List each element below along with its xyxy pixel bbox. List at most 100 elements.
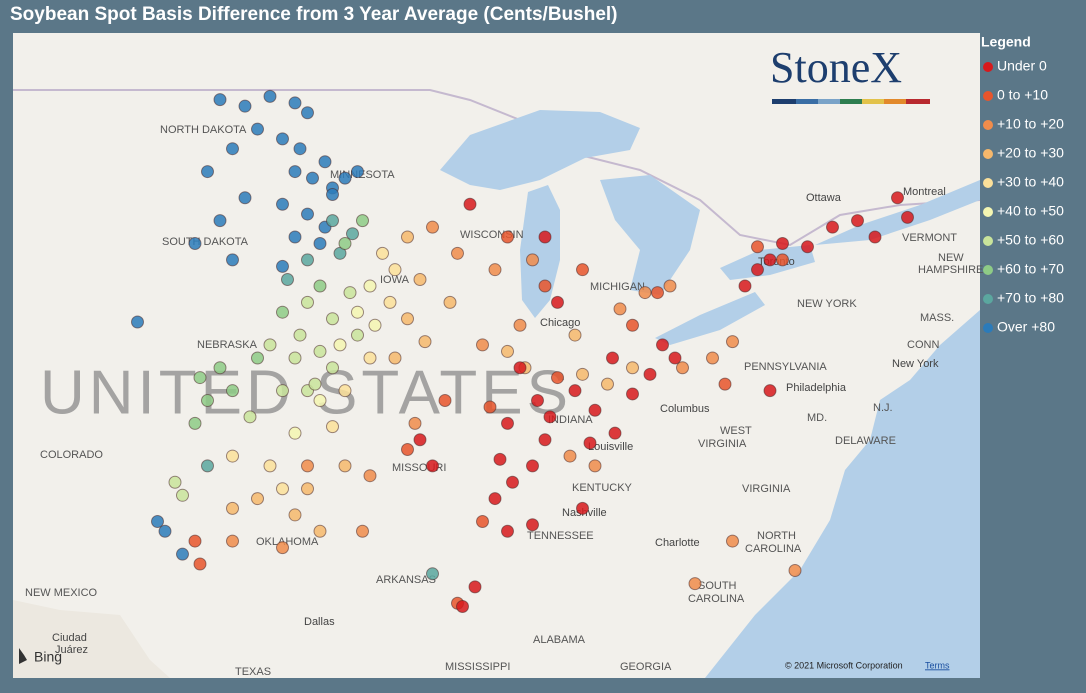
map-point (193, 557, 207, 571)
map-point (868, 230, 882, 244)
map-point (401, 443, 414, 457)
map-point (313, 524, 327, 538)
map-point (451, 246, 464, 260)
map-point (176, 547, 189, 561)
map-point (313, 279, 327, 293)
place-label: DELAWARE (835, 435, 896, 447)
map-point (663, 279, 677, 293)
place-label: Juárez (55, 644, 88, 656)
mexico (13, 600, 170, 678)
map-point (738, 279, 752, 293)
map-point (306, 171, 319, 185)
map-point (188, 416, 202, 430)
map-point (826, 220, 839, 234)
map-point (288, 230, 302, 244)
place-label: N.J. (873, 402, 893, 414)
map-point (476, 514, 489, 528)
ocean (705, 310, 980, 678)
map-point (891, 191, 904, 205)
map-point (288, 351, 302, 365)
place-label: CAROLINA (688, 593, 745, 605)
map-point (513, 361, 527, 375)
map-point (313, 237, 327, 251)
map-point (413, 272, 427, 286)
map-point (356, 214, 369, 228)
place-label: CONN (907, 339, 939, 351)
copyright: © 2021 Microsoft Corporation (785, 660, 903, 670)
map-point (131, 315, 144, 329)
terms-link[interactable]: Terms (925, 660, 950, 670)
map-point (308, 377, 322, 391)
map-point (351, 328, 364, 342)
map-point (776, 253, 789, 267)
map-point (238, 99, 252, 113)
map-point (276, 197, 289, 211)
legend-title: Legend (981, 34, 1031, 50)
place-label: WEST (720, 425, 752, 437)
map-point (276, 541, 289, 555)
map-point (168, 475, 182, 489)
legend-label: Under 0 (997, 58, 1047, 74)
place-label: GEORGIA (620, 661, 672, 673)
map-point (201, 165, 214, 179)
title: Soybean Spot Basis Difference from 3 Yea… (10, 4, 618, 25)
st-lawrence (815, 180, 980, 245)
map-point (483, 400, 497, 414)
map-point (188, 534, 202, 548)
map-point (583, 436, 597, 450)
map-point (318, 155, 332, 169)
place-label: Charlotte (655, 537, 700, 549)
logo: StoneX (770, 43, 930, 104)
map-point (176, 488, 189, 502)
logo-bar (772, 99, 796, 104)
place-label: SOUTH (698, 580, 737, 592)
map-point (368, 318, 382, 332)
logo-bar (884, 99, 906, 104)
map-point (293, 328, 307, 342)
place-label: WISCONSIN (460, 229, 524, 241)
map-point (613, 302, 627, 316)
map-point (226, 501, 239, 515)
map-point (651, 286, 664, 300)
map-point (151, 514, 164, 528)
map-point (513, 318, 527, 332)
place-label: VIRGINIA (698, 438, 747, 450)
map-point (776, 237, 789, 251)
legend-swatch (983, 207, 993, 217)
map-point (333, 338, 347, 352)
map-point (226, 534, 239, 548)
map-point (751, 263, 764, 277)
place-label: SOUTH DAKOTA (162, 236, 249, 248)
map-point (388, 351, 402, 365)
map-point (251, 351, 264, 365)
map-point (213, 214, 227, 228)
place-label: NEW YORK (797, 298, 857, 310)
place-label: Philadelphia (786, 382, 847, 394)
map-point (213, 93, 227, 107)
map-point (288, 508, 302, 522)
map-point (526, 253, 539, 267)
map-point (226, 449, 239, 463)
logo-bar (796, 99, 818, 104)
map-point (851, 214, 864, 228)
map-point (188, 237, 202, 251)
map-point (538, 230, 552, 244)
place-label: MASS. (920, 312, 954, 324)
place-label: NEW MEXICO (25, 587, 98, 599)
map-point (201, 459, 214, 473)
map-point (401, 312, 414, 326)
place-label: VIRGINIA (742, 483, 791, 495)
map-point (463, 197, 477, 211)
map-point (376, 246, 389, 260)
map-point (338, 171, 352, 185)
map-point (418, 335, 432, 349)
map-point (401, 230, 414, 244)
lake-superior (440, 110, 640, 190)
map-point (313, 344, 327, 358)
map-point (276, 132, 289, 146)
map-point (901, 210, 914, 224)
map-point (363, 351, 377, 365)
map-point (276, 259, 289, 273)
place-label: Chicago (540, 317, 580, 329)
